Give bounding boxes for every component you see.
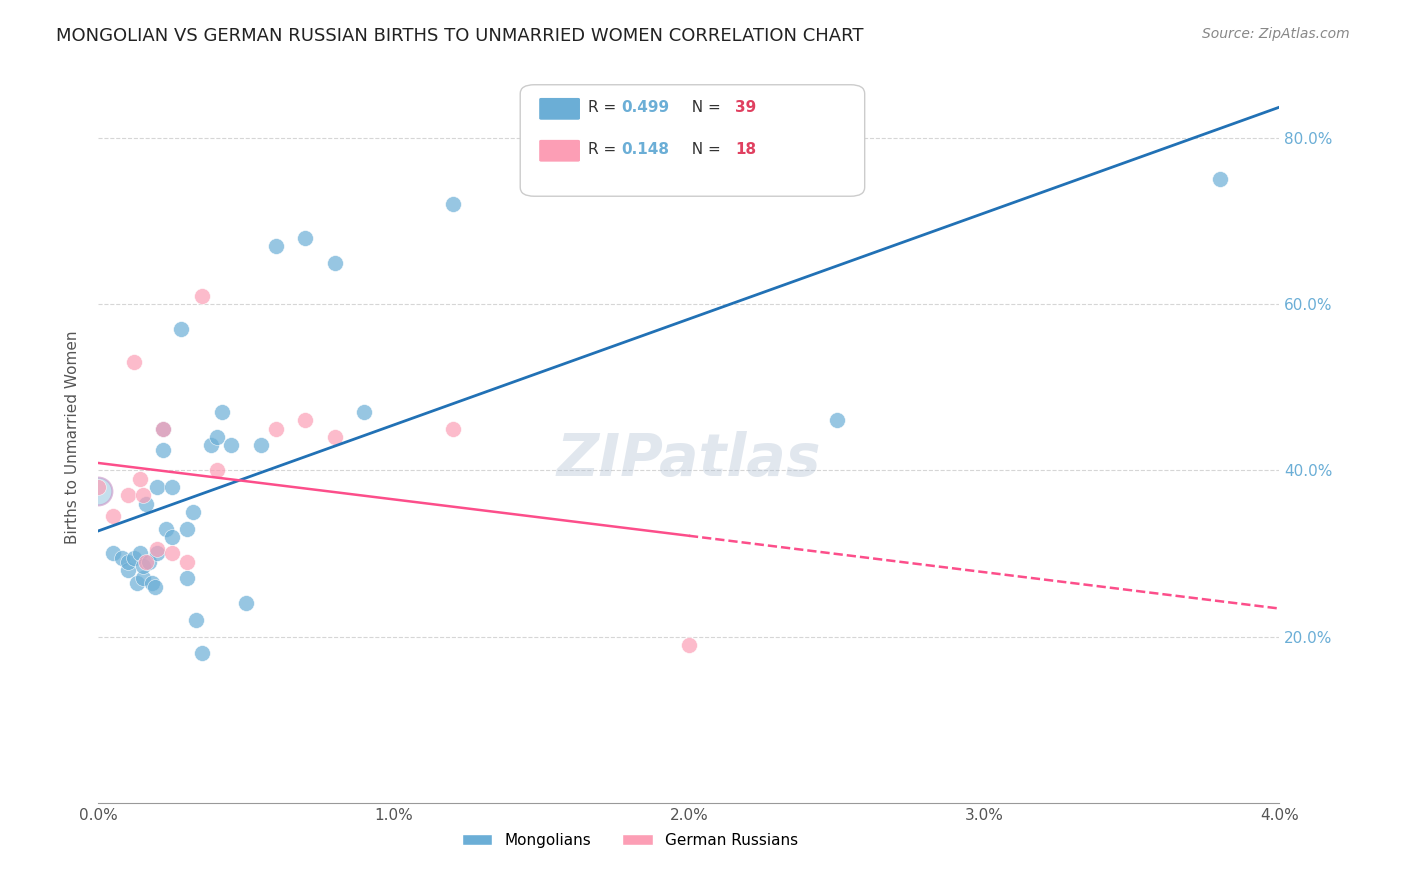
- Point: [87, 484, 110, 499]
- Point: [125, 575, 148, 590]
- Point: [146, 546, 169, 560]
- Point: [132, 571, 155, 585]
- Point: [87, 480, 110, 494]
- Point: [191, 646, 214, 660]
- Point: [117, 563, 139, 577]
- Point: [250, 438, 273, 452]
- Point: [162, 530, 183, 544]
- Text: ZIPatlas: ZIPatlas: [557, 431, 821, 488]
- Point: [235, 596, 257, 610]
- Point: [353, 405, 375, 419]
- Point: [162, 480, 183, 494]
- Point: [135, 555, 157, 569]
- Text: N =: N =: [682, 143, 725, 157]
- Point: [152, 442, 174, 457]
- Point: [155, 521, 177, 535]
- Point: [1209, 172, 1232, 186]
- Point: [103, 509, 125, 524]
- Point: [132, 488, 155, 502]
- Point: [176, 521, 198, 535]
- Point: [122, 355, 145, 369]
- Point: [135, 497, 157, 511]
- Point: [441, 422, 464, 436]
- Point: [211, 405, 233, 419]
- Point: [184, 613, 207, 627]
- Text: 39: 39: [735, 101, 756, 115]
- Point: [146, 542, 169, 557]
- Text: R =: R =: [588, 101, 621, 115]
- Point: [205, 430, 228, 444]
- Point: [294, 413, 316, 427]
- Point: [152, 422, 174, 436]
- Point: [141, 575, 163, 590]
- Point: [138, 555, 160, 569]
- Point: [117, 555, 139, 569]
- Text: 0.499: 0.499: [621, 101, 669, 115]
- Point: [128, 546, 150, 560]
- Point: [176, 571, 198, 585]
- Point: [323, 255, 346, 269]
- Text: 18: 18: [735, 143, 756, 157]
- Legend: Mongolians, German Russians: Mongolians, German Russians: [456, 827, 804, 854]
- Point: [111, 550, 134, 565]
- Point: [181, 505, 204, 519]
- Point: [103, 546, 125, 560]
- Point: [132, 558, 155, 573]
- Point: [200, 438, 222, 452]
- Point: [162, 546, 183, 560]
- Point: [825, 413, 848, 427]
- Point: [128, 472, 150, 486]
- Point: [117, 488, 139, 502]
- Point: [441, 197, 464, 211]
- Point: [191, 289, 214, 303]
- Point: [122, 550, 145, 565]
- Point: [678, 638, 700, 652]
- Point: [152, 422, 174, 436]
- Text: N =: N =: [682, 101, 725, 115]
- Y-axis label: Births to Unmarried Women: Births to Unmarried Women: [65, 330, 80, 544]
- Text: 0.148: 0.148: [621, 143, 669, 157]
- Text: MONGOLIAN VS GERMAN RUSSIAN BIRTHS TO UNMARRIED WOMEN CORRELATION CHART: MONGOLIAN VS GERMAN RUSSIAN BIRTHS TO UN…: [56, 27, 863, 45]
- Point: [323, 430, 346, 444]
- Point: [221, 438, 243, 452]
- Point: [176, 555, 198, 569]
- Point: [205, 463, 228, 477]
- Point: [146, 480, 169, 494]
- Point: [294, 230, 316, 244]
- Point: [264, 422, 287, 436]
- Point: [170, 322, 193, 336]
- Text: R =: R =: [588, 143, 621, 157]
- Point: [264, 239, 287, 253]
- Text: Source: ZipAtlas.com: Source: ZipAtlas.com: [1202, 27, 1350, 41]
- Point: [143, 580, 166, 594]
